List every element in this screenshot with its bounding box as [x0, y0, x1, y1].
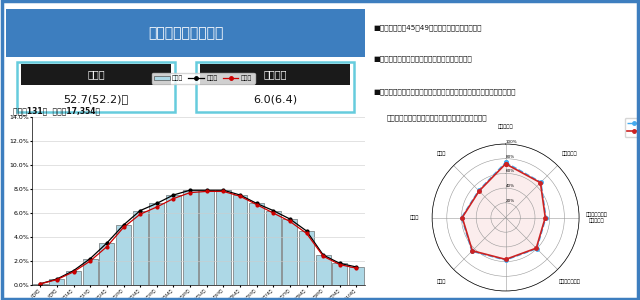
Bar	[249, 203, 264, 285]
Text: 無解答率: 無解答率	[264, 70, 287, 80]
Bar	[83, 259, 98, 285]
Polygon shape	[462, 164, 545, 260]
Bar	[99, 243, 115, 285]
Text: ■「地理的分野」については良好な結果でした。: ■「地理的分野」については良好な結果でした。	[374, 55, 472, 62]
Text: 時代の流れの中でとらえることに課題があります。: 時代の流れの中でとらえることに課題があります。	[387, 115, 488, 121]
Text: 6.0(6.4): 6.0(6.4)	[253, 94, 297, 104]
Bar	[116, 225, 131, 285]
Bar	[166, 195, 181, 285]
Text: 実施校131校  生徒数17,354人: 実施校131校 生徒数17,354人	[13, 106, 100, 116]
Text: 平均点: 平均点	[87, 70, 105, 80]
Bar	[20, 64, 172, 85]
Bar	[316, 255, 331, 285]
Legend: 大阪市, 大阪府: 大阪市, 大阪府	[625, 118, 640, 137]
Bar	[33, 284, 48, 285]
Bar	[149, 203, 164, 285]
Bar	[216, 190, 231, 285]
Bar	[199, 190, 214, 285]
FancyBboxPatch shape	[196, 62, 354, 112]
Bar	[282, 219, 298, 285]
Legend: 大阪市, 大阪市, 大阪府: 大阪市, 大阪市, 大阪府	[152, 73, 255, 84]
Bar	[266, 211, 281, 285]
Bar	[332, 263, 348, 285]
Bar	[66, 271, 81, 285]
Text: ■学力の分布は45～49点を頂点とする山型です。: ■学力の分布は45～49点を頂点とする山型です。	[374, 25, 483, 32]
Text: 52.7(52.2)点: 52.7(52.2)点	[63, 94, 129, 104]
Text: 中学校３年【社会】: 中学校３年【社会】	[148, 26, 223, 40]
Bar	[182, 190, 198, 285]
FancyBboxPatch shape	[17, 62, 175, 112]
Bar	[49, 279, 65, 285]
Bar	[299, 231, 314, 285]
Text: ■歴史上の人物・出来事に関する基礎的な知識の定着や、歴史的事象を: ■歴史上の人物・出来事に関する基礎的な知識の定着や、歴史的事象を	[374, 88, 516, 95]
Bar	[232, 195, 248, 285]
Bar	[349, 267, 364, 285]
Bar	[132, 211, 148, 285]
Bar	[200, 64, 351, 85]
